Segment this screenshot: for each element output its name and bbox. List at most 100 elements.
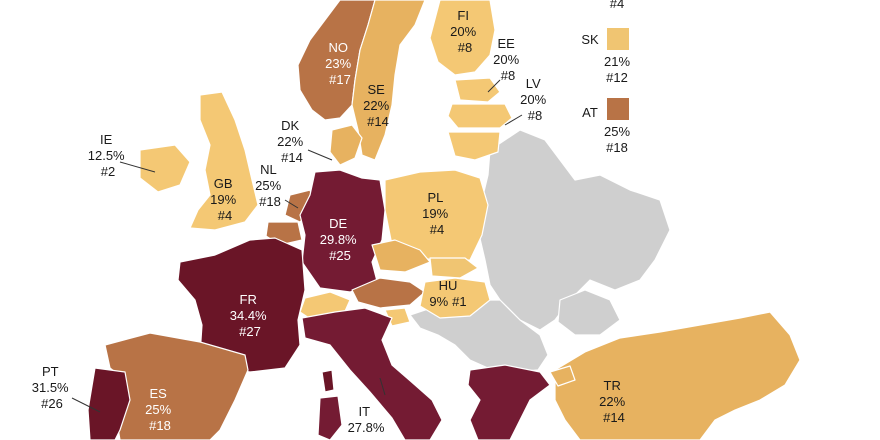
country-shape-hu (419, 277, 491, 319)
label-it: IT 27.8% (348, 404, 385, 435)
label-dk-rank: #14 (281, 150, 303, 165)
label-pt-rank: #26 (41, 396, 63, 411)
label-fr: FR 34.4% #27 (230, 292, 271, 339)
country-shape-lv (447, 103, 513, 129)
label-gb-code: GB (214, 176, 233, 191)
label-lv: LV 20% #8 (520, 76, 550, 123)
country-shape-dk (329, 124, 363, 166)
country-shape-de (299, 169, 386, 293)
leader-line-lv (504, 114, 523, 126)
country-shape-it-sardinia (317, 395, 343, 440)
leader-line-pt (71, 397, 101, 413)
label-fr-code: FR (240, 292, 257, 307)
label-fi-code: FI (457, 8, 469, 23)
leader-line-ie (119, 161, 156, 173)
label-pt: PT 31.5% #26 (32, 364, 73, 411)
legend-at-value: 25% (604, 124, 630, 139)
label-ee-rank: #8 (501, 68, 515, 83)
label-gb-rank: #4 (218, 208, 232, 223)
label-es: ES 25% #18 (145, 386, 175, 433)
label-nl-rank: #18 (259, 194, 281, 209)
legend-at-rank: #18 (606, 140, 628, 155)
label-it-value: 27.8% (348, 420, 385, 435)
label-dk-code: DK (281, 118, 299, 133)
label-no: NO 23% #17 (325, 40, 355, 87)
country-labels: FI 20% #8 EE 20% #8 LV 20% #8 NO 23% #17… (32, 8, 629, 435)
region-black-sea-coast (557, 289, 621, 336)
label-ee-code: EE (498, 36, 516, 51)
label-gb-value: 19% (210, 192, 236, 207)
label-es-code: ES (150, 386, 168, 401)
leader-line-nl (284, 199, 299, 209)
label-no-rank: #17 (329, 72, 351, 87)
label-es-value: 25% (145, 402, 171, 417)
label-ie-rank: #2 (101, 164, 115, 179)
label-lv-rank: #8 (528, 108, 542, 123)
label-nl: NL 25% #18 (255, 162, 285, 209)
country-shape-pl (384, 169, 489, 263)
label-fi-rank: #8 (458, 40, 472, 55)
label-se-code: SE (368, 82, 386, 97)
label-dk: DK 22% #14 (277, 118, 307, 165)
label-de-rank: #25 (329, 248, 351, 263)
country-shape-se (351, 0, 426, 161)
country-shape-gr (467, 364, 551, 440)
label-nl-value: 25% (255, 178, 281, 193)
legend-sk-code: SK (581, 32, 599, 47)
country-shape-ee (454, 77, 501, 103)
country-shape-lt (447, 131, 501, 161)
country-shape-fi (429, 0, 496, 76)
label-lv-value: 20% (520, 92, 546, 107)
label-es-rank: #18 (149, 418, 171, 433)
label-fi: FI 20% #8 (450, 8, 480, 55)
legend-at-code: AT (582, 105, 598, 120)
legend-sk-value: 21% (604, 54, 630, 69)
label-hu: HU (439, 278, 458, 293)
region-east-europe (477, 129, 671, 331)
label-ie: IE 12.5% #2 (88, 132, 129, 179)
label-lv-code: LV (526, 76, 541, 91)
country-shape-pt (87, 367, 131, 440)
label-pt-code: PT (42, 364, 59, 379)
country-shape-gb (189, 91, 259, 231)
legend-sk-rank: #12 (606, 70, 628, 85)
label-gb: GB 19% #4 (210, 176, 240, 223)
label-hu-rank: #1 (452, 294, 466, 309)
label-fr-value: 34.4% (230, 308, 267, 323)
label-nl-code: NL (260, 162, 276, 177)
label-hu-line2: 9% #1 (429, 294, 466, 309)
label-hu-value: 9% (429, 294, 448, 309)
label-hu-code: HU (439, 278, 458, 293)
label-tr-code: TR (604, 378, 621, 393)
country-shape-it (301, 307, 443, 440)
legend-top-rank: #4 (610, 0, 624, 11)
legend: #4 SK 21% #12 AT 25% #18 (581, 0, 630, 155)
label-pl-rank: #4 (430, 222, 444, 237)
label-no-value: 23% (325, 56, 351, 71)
leader-lines (71, 79, 523, 413)
leader-line-ee (487, 79, 501, 93)
legend-sk-swatch (607, 28, 629, 50)
country-shape-tr (554, 311, 801, 440)
label-no-code: NO (328, 40, 348, 55)
country-shape-tr-thrace (549, 365, 576, 387)
label-it-code: IT (359, 404, 371, 419)
label-de: DE 29.8% #25 (320, 216, 361, 263)
legend-at-swatch (607, 98, 629, 120)
country-shape-ie (139, 144, 191, 193)
label-de-code: DE (329, 216, 347, 231)
leader-line-dk (307, 149, 333, 161)
label-pt-value: 31.5% (32, 380, 69, 395)
label-tr: TR 22% #14 (599, 378, 629, 425)
label-ie-value: 12.5% (88, 148, 125, 163)
label-tr-rank: #14 (603, 410, 625, 425)
label-pl: PL 19% #4 (422, 190, 452, 237)
label-pl-code: PL (427, 190, 443, 205)
label-ie-code: IE (100, 132, 113, 147)
label-se-value: 22% (363, 98, 389, 113)
country-shape-fr-corsica (321, 369, 335, 393)
label-de-value: 29.8% (320, 232, 357, 247)
label-fi-value: 20% (450, 24, 476, 39)
